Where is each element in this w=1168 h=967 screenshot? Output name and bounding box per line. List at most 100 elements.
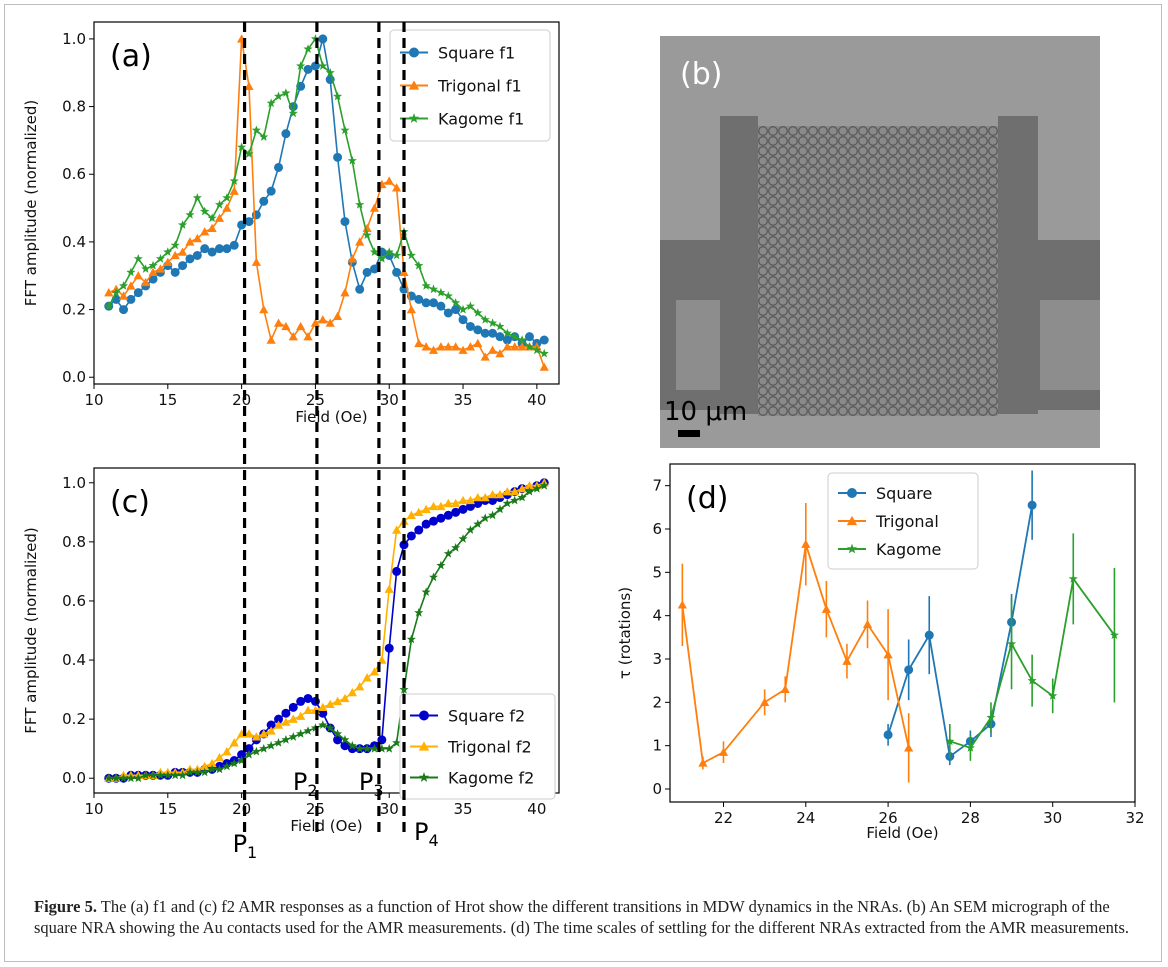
nanoring xyxy=(758,266,768,276)
nanoring xyxy=(988,256,998,266)
nanoring xyxy=(928,156,938,166)
series-kagome-f2 xyxy=(104,480,549,783)
nanoring xyxy=(968,136,978,146)
nanoring xyxy=(818,396,828,406)
nanoring xyxy=(788,366,798,376)
data-point xyxy=(303,693,313,703)
nanoring xyxy=(968,276,978,286)
data-point xyxy=(251,732,261,741)
nanoring xyxy=(848,296,858,306)
data-point xyxy=(185,254,195,264)
nanoring xyxy=(948,276,958,286)
nanoring xyxy=(808,236,818,246)
nanoring xyxy=(818,306,828,316)
nanoring xyxy=(758,376,768,386)
nanoring xyxy=(858,326,868,336)
nanoring xyxy=(858,176,868,186)
nanoring xyxy=(838,156,848,166)
data-point xyxy=(945,736,955,746)
legend: Square f1 Trigonal f1 Kagome f1 xyxy=(389,29,551,142)
nanoring xyxy=(768,366,778,376)
data-point xyxy=(111,287,121,297)
sem-micrograph-panel: (b) 10 μm xyxy=(660,36,1100,448)
nanoring xyxy=(818,216,828,226)
data-point xyxy=(296,81,306,91)
nanoring xyxy=(878,346,888,356)
nanoring xyxy=(778,186,788,196)
data-point xyxy=(303,64,313,74)
nanoring xyxy=(768,256,778,266)
x-tick-label: 30 xyxy=(1043,809,1062,827)
nanoring xyxy=(988,276,998,286)
nanoring xyxy=(798,396,808,406)
nanoring xyxy=(868,346,878,356)
nanoring xyxy=(928,336,938,346)
nanoring xyxy=(778,216,788,226)
nanoring xyxy=(848,326,858,336)
nanoring xyxy=(978,196,988,206)
data-point xyxy=(119,773,129,783)
data-point xyxy=(429,298,439,308)
nanoring xyxy=(758,256,768,266)
nanoring xyxy=(968,176,978,186)
nanoring xyxy=(888,386,898,396)
nanoring xyxy=(948,236,958,246)
data-point xyxy=(524,332,534,342)
nanoring xyxy=(988,126,998,136)
nanoring xyxy=(768,136,778,146)
nanoring xyxy=(948,136,958,146)
legend-marker xyxy=(847,488,857,498)
nanoring xyxy=(938,256,948,266)
data-point xyxy=(310,318,321,327)
x-tick-label: 20 xyxy=(232,800,251,818)
data-point xyxy=(517,484,527,493)
nanoring xyxy=(988,326,998,336)
data-point xyxy=(133,271,143,280)
nanoring xyxy=(808,356,818,366)
nanoring xyxy=(908,336,918,346)
legend-label: Square xyxy=(876,484,932,503)
x-axis-label: Field (Oe) xyxy=(295,408,367,426)
data-point xyxy=(458,304,468,314)
nanoring xyxy=(908,166,918,176)
x-tick-label: 28 xyxy=(961,809,980,827)
nanoring xyxy=(878,196,888,206)
nanoring xyxy=(928,396,938,406)
nanoring xyxy=(768,356,778,366)
data-point xyxy=(429,284,439,294)
nanoring xyxy=(798,236,808,246)
nanoring xyxy=(868,286,878,296)
nanoring xyxy=(858,126,868,136)
nanoring xyxy=(908,276,918,286)
nanoring xyxy=(798,216,808,226)
data-point xyxy=(488,510,498,520)
data-point xyxy=(392,738,402,747)
nanoring xyxy=(888,216,898,226)
data-point xyxy=(414,507,424,516)
nanoring xyxy=(848,316,858,326)
data-point xyxy=(200,206,210,216)
data-point xyxy=(473,325,483,335)
nanoring xyxy=(878,336,888,346)
nanoring xyxy=(888,306,898,316)
nanoring xyxy=(968,396,978,406)
data-point xyxy=(222,203,232,212)
data-point xyxy=(384,643,394,653)
nanoring xyxy=(768,246,778,256)
panel-label: (a) xyxy=(110,39,152,74)
nanoring xyxy=(928,256,938,266)
nanoring xyxy=(768,216,778,226)
nanoring xyxy=(918,156,928,166)
panel-label: (c) xyxy=(110,485,150,520)
nanoring xyxy=(848,386,858,396)
nanoring xyxy=(848,166,858,176)
legend-marker xyxy=(419,710,429,721)
nanoring xyxy=(878,206,888,216)
data-point xyxy=(510,495,520,505)
nanoring xyxy=(928,266,938,276)
nanoring xyxy=(858,196,868,206)
nanoring xyxy=(978,276,988,286)
data-point xyxy=(443,548,453,558)
nanoring xyxy=(908,146,918,156)
nanoring xyxy=(978,366,988,376)
